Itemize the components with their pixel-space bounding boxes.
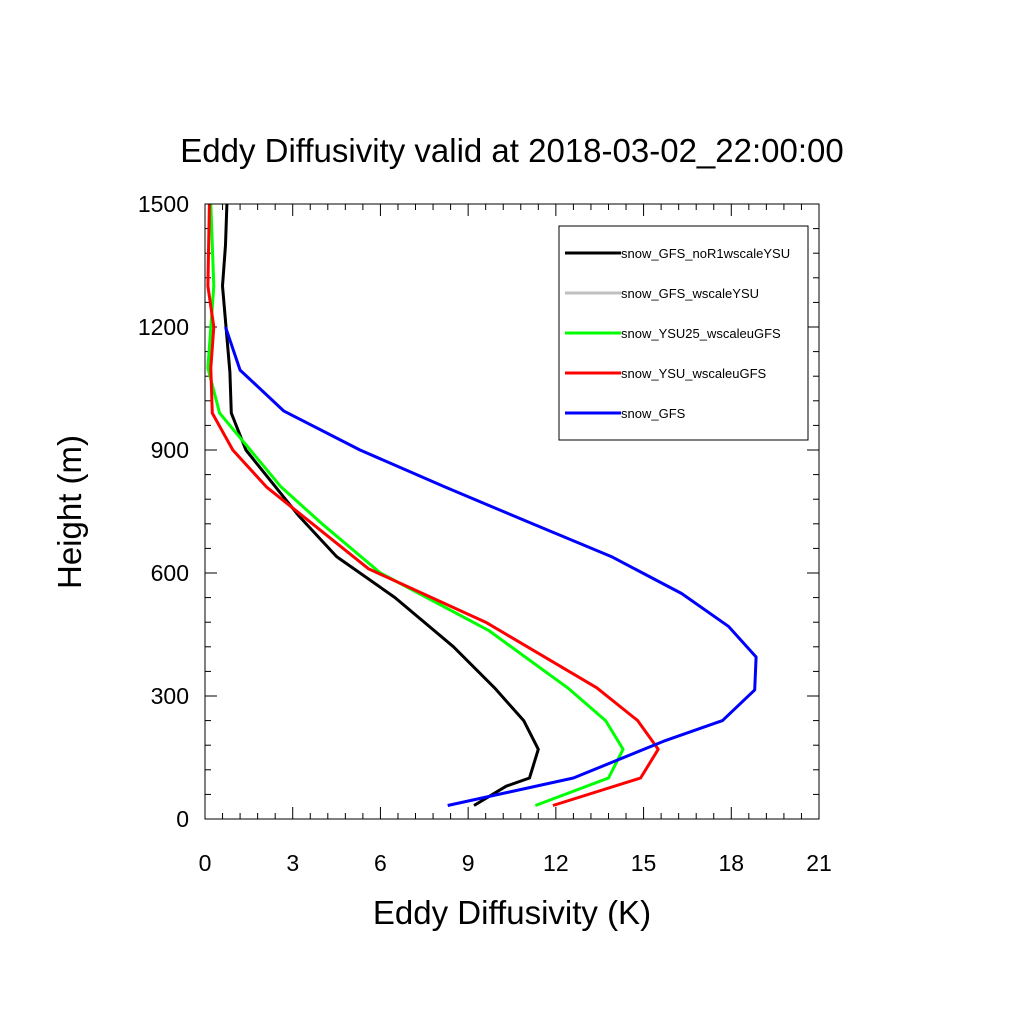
plot-frame — [204, 203, 820, 820]
y-tick-label: 1200 — [138, 314, 189, 340]
y-tick-label: 0 — [176, 806, 189, 832]
tick-labels: 0 3 6 9 12 15 18 21 0 300 600 900 1200 1500 — [138, 191, 832, 876]
x-tick-label: 3 — [286, 850, 299, 876]
series-lines — [206, 203, 758, 807]
legend-label: snow_GFS — [621, 406, 686, 421]
legend: snow_GFS_noR1wscaleYSU snow_GFS_wscaleYSU… — [558, 225, 809, 441]
legend-label: snow_GFS_noR1wscaleYSU — [621, 246, 790, 261]
y-tick-label: 900 — [151, 437, 189, 463]
x-tick-label: 18 — [718, 850, 744, 876]
y-tick-label: 600 — [151, 560, 189, 586]
legend-label: snow_YSU25_wscaleuGFS — [621, 326, 781, 341]
series-line-snow_GFS — [224, 326, 758, 807]
x-tick-label: 12 — [543, 850, 569, 876]
x-tick-label: 0 — [199, 850, 212, 876]
legend-label: snow_YSU_wscaleuGFS — [621, 366, 767, 381]
x-axis-label: Eddy Diffusivity (K) — [373, 894, 651, 931]
legend-label: snow_GFS_wscaleYSU — [621, 286, 759, 301]
chart-title: Eddy Diffusivity valid at 2018-03-02_22:… — [180, 132, 843, 169]
x-tick-label: 6 — [374, 850, 387, 876]
y-tick-label: 1500 — [138, 191, 189, 217]
x-tick-label: 9 — [462, 850, 475, 876]
y-axis-label: Height (m) — [51, 435, 88, 589]
y-tick-label: 300 — [151, 683, 189, 709]
x-tick-label: 15 — [631, 850, 657, 876]
x-tick-label: 21 — [806, 850, 832, 876]
